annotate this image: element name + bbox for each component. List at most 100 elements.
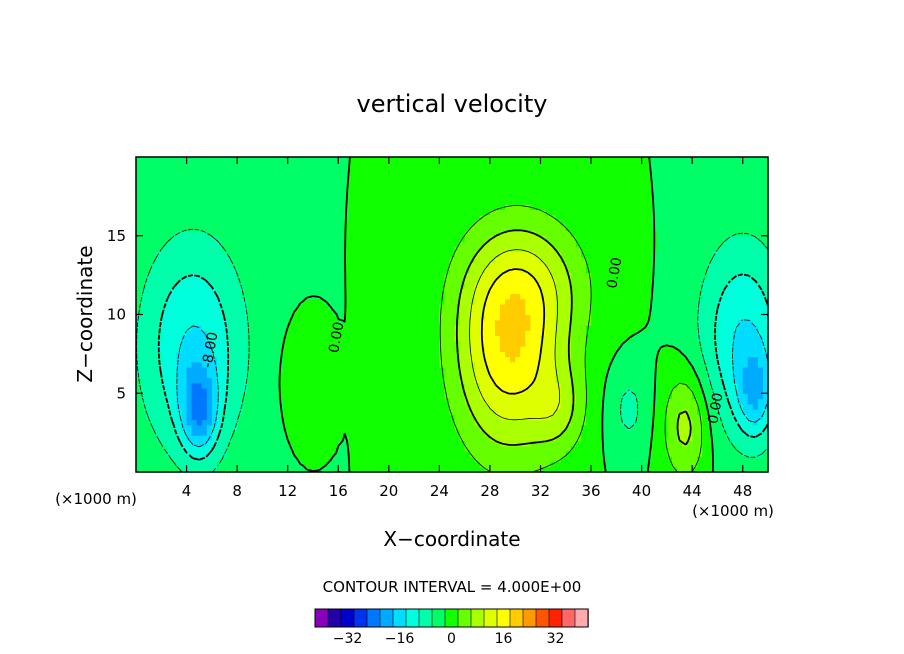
field-cell: [550, 230, 557, 237]
field-cell: [494, 340, 501, 347]
field-cell: [444, 330, 451, 337]
field-cell: [302, 330, 309, 337]
field-cell: [196, 319, 203, 326]
field-cell: [323, 167, 329, 174]
field-cell: [510, 445, 516, 452]
field-cell: [277, 230, 284, 237]
field-cell: [201, 456, 208, 463]
field-cell: [515, 267, 521, 274]
field-cell: [414, 157, 420, 163]
field-cell: [545, 172, 552, 179]
field-cell: [550, 162, 557, 169]
field-cell: [419, 283, 425, 289]
field-cell: [358, 445, 365, 452]
field-cell: [201, 335, 208, 342]
field-cell: [454, 251, 461, 258]
field-cell: [297, 309, 304, 316]
field-cell: [393, 414, 400, 421]
field-cell: [257, 451, 263, 457]
field-cell: [388, 214, 395, 221]
field-cell: [221, 445, 228, 452]
field-cell: [530, 419, 537, 426]
field-cell: [328, 398, 334, 405]
field-cell: [272, 330, 279, 337]
field-cell: [484, 351, 491, 358]
field-cell: [221, 372, 228, 379]
field-cell: [237, 283, 243, 289]
field-cell: [196, 340, 203, 347]
field-cell: [424, 193, 430, 200]
field-cell: [409, 188, 415, 195]
field-cell: [292, 377, 299, 384]
field-cell: [227, 277, 233, 284]
field-cell: [383, 314, 390, 321]
field-cell: [257, 220, 263, 226]
field-cell: [515, 466, 521, 473]
field-cell: [297, 435, 304, 442]
field-cell: [206, 262, 213, 268]
field-cell: [282, 167, 289, 174]
field-cell: [196, 272, 203, 279]
field-cell: [262, 414, 269, 421]
field-cell: [211, 298, 218, 305]
field-cell: [272, 298, 279, 305]
field-cell: [454, 183, 461, 190]
field-cell: [368, 314, 375, 321]
field-cell: [348, 246, 355, 253]
field-cell: [196, 304, 203, 310]
field-cell: [540, 440, 547, 447]
field-cell: [540, 377, 547, 384]
field-cell: [242, 319, 248, 326]
field-cell: [312, 435, 319, 442]
field-cell: [358, 466, 365, 473]
field-cell: [383, 157, 390, 163]
field-cell: [287, 440, 294, 447]
field-cell: [550, 262, 557, 268]
field-cell: [176, 414, 183, 421]
field-cell: [318, 351, 324, 358]
field-cell: [459, 262, 466, 268]
field-cell: [186, 309, 193, 316]
field-cell: [520, 398, 526, 405]
field-cell: [398, 419, 405, 426]
field-cell: [333, 304, 339, 310]
field-cell: [176, 235, 183, 242]
field-cell: [545, 403, 552, 410]
field-cell: [211, 251, 218, 258]
field-cell: [449, 183, 456, 190]
field-cell: [424, 340, 430, 347]
field-cell: [247, 456, 253, 463]
field-cell: [363, 246, 370, 253]
field-cell: [191, 304, 198, 310]
field-cell: [201, 435, 208, 442]
field-cell: [323, 430, 329, 436]
field-cell: [515, 351, 521, 358]
field-cell: [227, 162, 233, 169]
field-cell: [211, 267, 218, 274]
field-cell: [343, 246, 349, 253]
field-cell: [181, 256, 188, 263]
field-cell: [282, 225, 289, 232]
field-cell: [454, 277, 461, 284]
field-cell: [373, 372, 380, 379]
field-cell: [469, 424, 476, 431]
field-cell: [333, 157, 339, 163]
field-cell: [136, 456, 142, 463]
field-cell: [196, 351, 203, 358]
field-cell: [479, 288, 486, 295]
field-cell: [540, 409, 547, 415]
field-cell: [302, 172, 309, 179]
field-cell: [267, 256, 274, 263]
field-cell: [146, 188, 152, 195]
field-cell: [176, 430, 183, 436]
field-cell: [540, 246, 547, 253]
field-cell: [252, 451, 258, 457]
field-cell: [156, 403, 162, 410]
field-cell: [530, 340, 537, 347]
field-cell: [414, 288, 420, 295]
field-cell: [242, 256, 248, 263]
field-cell: [424, 424, 430, 431]
field-cell: [227, 340, 233, 347]
field-cell: [373, 409, 380, 415]
field-cell: [333, 325, 339, 331]
